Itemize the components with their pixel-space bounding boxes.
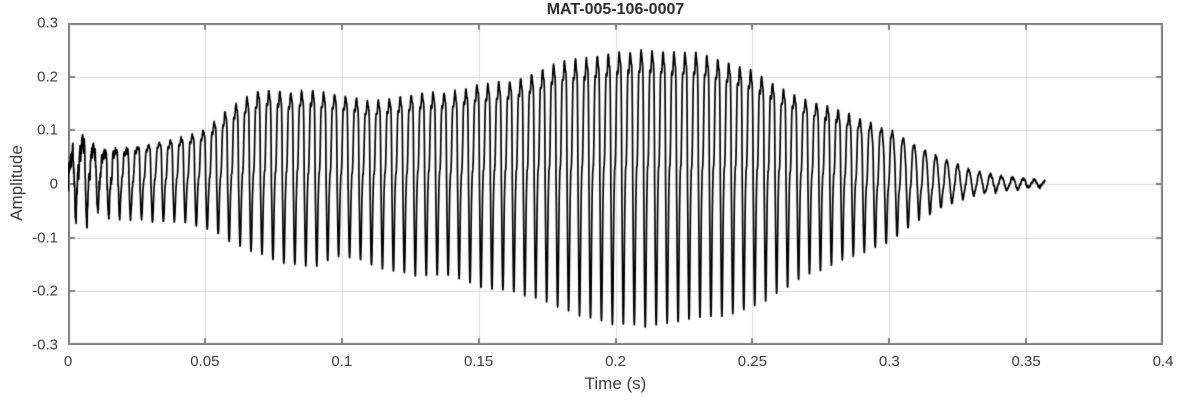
x-tick-label: 0 — [63, 353, 73, 370]
y-tick-label: -0.3 — [32, 336, 58, 354]
y-tick-label: -0.2 — [32, 282, 58, 300]
x-tick-label: 0.25 — [737, 353, 767, 370]
y-tick-label: 0.2 — [37, 68, 58, 86]
y-tick-label: 0 — [49, 175, 58, 193]
x-tick-label: 0.3 — [878, 353, 900, 370]
x-tick-label: 0.05 — [190, 353, 220, 370]
chart-title: MAT-005-106-0007 — [546, 1, 685, 18]
x-tick-label: 0.1 — [331, 353, 353, 370]
x-tick-label: 0.15 — [464, 353, 494, 370]
x-tick-label: 0.4 — [1152, 353, 1174, 370]
waveform-plot-area — [68, 23, 1163, 345]
y-tick-label: 0.1 — [37, 121, 58, 139]
y-tick-label: 0.3 — [37, 14, 58, 32]
x-tick-label: 0.2 — [605, 353, 626, 370]
y-tick-label: -0.1 — [32, 229, 58, 247]
x-axis-label: Time (s) — [584, 374, 647, 393]
x-tick-label: 0.35 — [1011, 353, 1041, 370]
